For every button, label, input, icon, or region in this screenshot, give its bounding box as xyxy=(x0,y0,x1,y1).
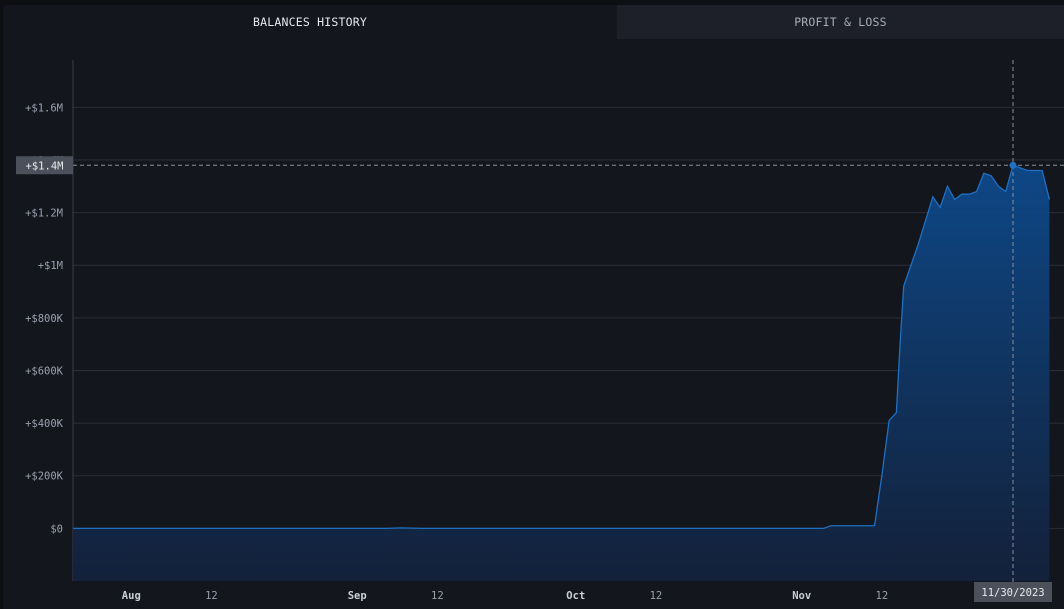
crosshair-date-label: 11/30/2023 xyxy=(981,587,1044,599)
x-tick-label: 12 xyxy=(431,590,444,602)
x-tick-label: 12 xyxy=(205,590,218,602)
y-tick-label: +$400K xyxy=(25,418,64,430)
crosshair-date-box xyxy=(973,582,1052,602)
x-tick-label: 12 xyxy=(650,590,663,602)
y-tick-label: +$1.2M xyxy=(25,208,63,220)
tab-bar: BALANCES HISTORY PROFIT & LOSS xyxy=(3,5,1064,39)
y-tick-label: +$1.6M xyxy=(25,102,63,114)
crosshair-value-label: +$1.4M xyxy=(26,160,64,172)
x-tick-label: Nov xyxy=(792,590,811,602)
y-tick-label: $0 xyxy=(50,523,63,535)
y-tick-label: +$200K xyxy=(25,471,64,483)
tab-profit-loss[interactable]: PROFIT & LOSS xyxy=(617,5,1064,39)
y-tick-label: +$1M xyxy=(38,260,63,272)
y-tick-label: +$600K xyxy=(25,365,64,377)
crosshair-value-box xyxy=(16,156,73,175)
crosshair-point xyxy=(1009,161,1017,169)
balance-area xyxy=(73,165,1050,582)
x-tick-label: Oct xyxy=(566,590,585,602)
balances-panel: BALANCES HISTORY PROFIT & LOSS xyxy=(3,5,1064,609)
tab-balances-history[interactable]: BALANCES HISTORY xyxy=(3,5,617,39)
x-tick-label: Aug xyxy=(122,590,141,602)
x-tick-label: Sep xyxy=(348,590,367,602)
x-tick-label: 12 xyxy=(876,590,889,602)
y-tick-label: +$800K xyxy=(25,313,64,325)
balance-line xyxy=(73,164,1051,530)
